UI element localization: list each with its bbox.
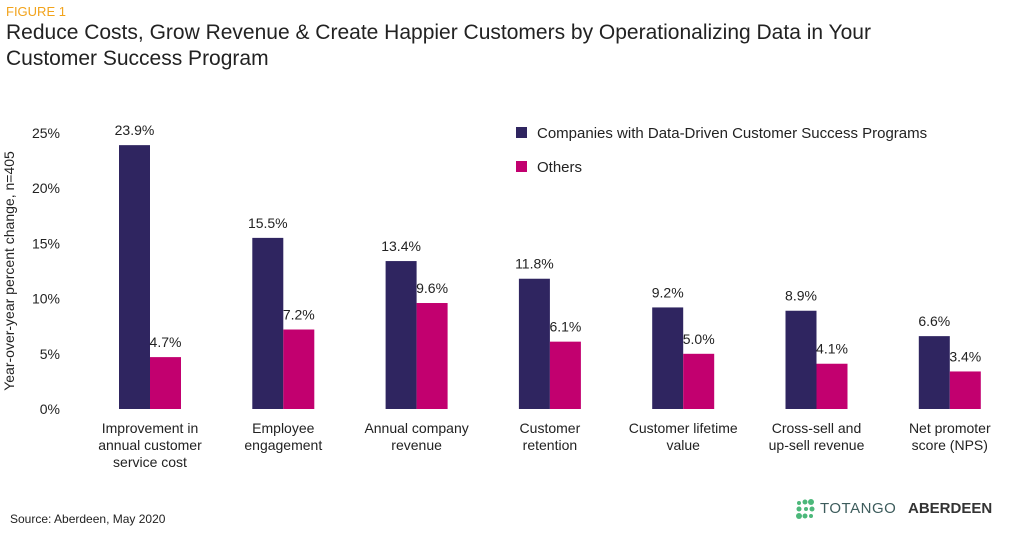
bar-others [683,353,715,409]
aberdeen-logo: ABERDEEN [908,500,993,517]
x-tick-label: service cost [113,454,187,470]
legend-label: Companies with Data-Driven Customer Succ… [537,125,927,142]
bar-data-driven [652,307,684,409]
x-tick-label: value [666,437,700,453]
bar-data-driven [518,278,550,409]
bar-data-driven [385,261,417,409]
x-tick-label: Customer [520,420,581,436]
x-tick-label: Cross-sell and [772,420,861,436]
y-axis-label: Year-over-year percent change, n=405 [1,151,17,391]
x-tick-label: Annual company [364,420,468,436]
y-tick-label: 0% [40,401,60,417]
x-tick-label: score (NPS) [912,437,988,453]
bar-data-driven [252,237,284,409]
bar-others [283,329,315,409]
bar-data-driven [785,310,817,409]
y-tick-label: 15% [32,235,60,251]
bar-others [949,371,981,409]
data-label: 11.8% [515,256,554,272]
legend-label: Others [537,159,582,176]
y-tick-label: 10% [32,291,60,307]
data-label: 6.6% [918,313,950,329]
data-label: 6.1% [549,319,581,335]
bar-data-driven [119,145,150,410]
y-tick-label: 5% [40,346,60,362]
data-label: 3.4% [949,348,981,364]
bar-others [816,363,848,409]
bar-others [150,357,181,409]
legend-swatch [516,127,527,138]
figure-label: FIGURE 1 [6,4,66,19]
y-tick-label: 20% [32,180,60,196]
data-label: 13.4% [381,238,421,254]
data-label: 23.9% [115,122,155,138]
data-label: 9.6% [416,280,448,296]
x-tick-label: annual customer [98,437,202,453]
bar-data-driven [918,336,950,409]
data-label: 15.5% [248,215,288,231]
bar-others [416,303,448,409]
x-tick-label: revenue [391,437,442,453]
y-tick-label: 25% [32,125,60,141]
x-tick-label: Net promoter [909,420,991,436]
data-label: 4.7% [150,334,182,350]
data-label: 9.2% [652,284,684,300]
x-tick-label: up-sell revenue [769,437,865,453]
data-label: 8.9% [785,288,817,304]
data-label: 5.0% [683,331,715,347]
chart-title: Reduce Costs, Grow Revenue & Create Happ… [6,21,871,70]
x-tick-label: retention [523,437,577,453]
data-label: 4.1% [816,341,848,357]
legend-swatch [516,161,527,172]
x-tick-label: Improvement in [102,420,198,436]
bar-others [549,341,581,409]
source-note: Source: Aberdeen, May 2020 [10,512,166,526]
x-tick-label: Employee [252,420,314,436]
x-tick-label: engagement [244,437,322,453]
x-tick-label: Customer lifetime [629,420,738,436]
totango-logo: TOTANGO [820,500,897,517]
data-label: 7.2% [283,307,315,323]
